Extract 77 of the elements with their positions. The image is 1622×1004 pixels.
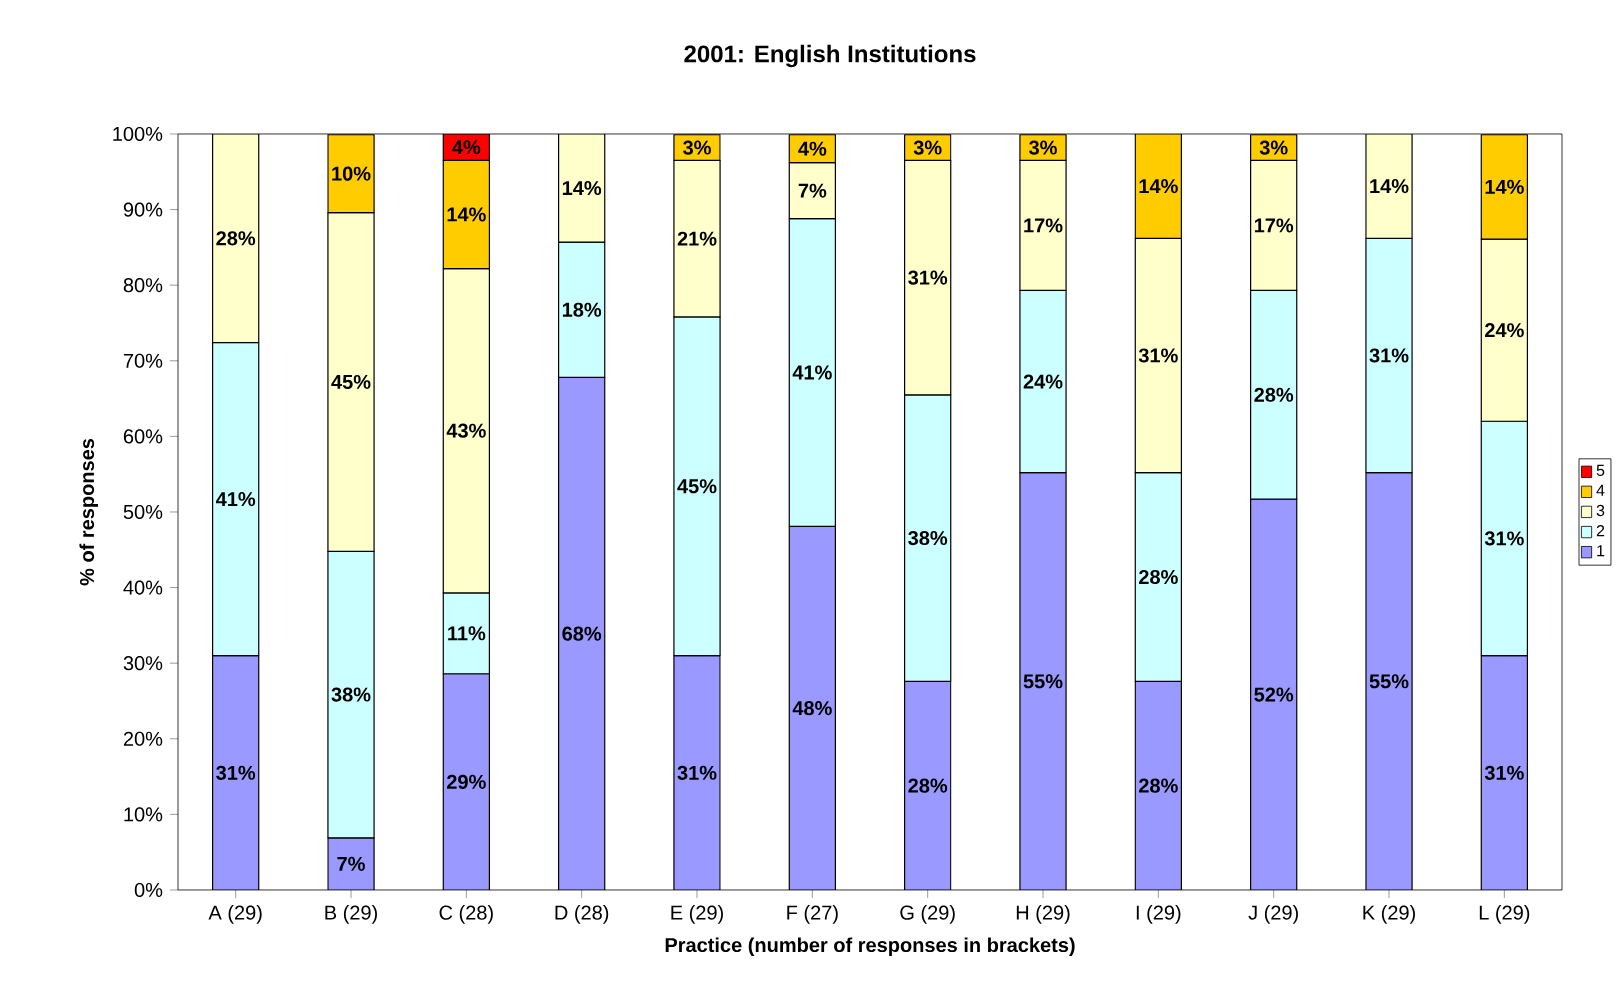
legend-label: 5 — [1596, 464, 1605, 476]
data-label: 31% — [1138, 348, 1178, 363]
x-tick-label: L (29) — [1479, 905, 1530, 924]
data-label: 18% — [562, 302, 602, 317]
x-tick-label: G (29) — [900, 905, 955, 924]
data-label: 4% — [798, 141, 827, 156]
x-tick-label: B (29) — [325, 905, 377, 924]
data-label: 31% — [677, 765, 717, 780]
data-label: 3% — [1259, 140, 1288, 155]
x-axis-title: Practice (number of responses in brackets) — [665, 937, 1075, 957]
data-label: 17% — [1024, 218, 1063, 233]
legend-label: 1 — [1597, 545, 1605, 557]
data-label: 28% — [1139, 569, 1178, 585]
y-tick-label: 90% — [123, 202, 163, 217]
data-label: 14% — [447, 207, 486, 222]
data-label: 41% — [792, 365, 832, 380]
x-tick-label: K (29) — [1363, 905, 1415, 924]
data-label: 7% — [337, 856, 365, 871]
y-axis-title: % of responses — [79, 438, 99, 586]
data-label: 68% — [562, 626, 602, 641]
data-label: 38% — [331, 687, 371, 702]
data-label: 31% — [1369, 348, 1409, 363]
data-label: 28% — [908, 778, 948, 793]
data-label: 31% — [908, 270, 948, 285]
y-tick-label: 20% — [123, 731, 163, 746]
data-label: 43% — [446, 423, 486, 438]
data-label: 7% — [798, 183, 827, 198]
data-label: 14% — [1485, 179, 1524, 194]
data-label: 48% — [792, 701, 832, 716]
data-label: 24% — [1023, 374, 1063, 389]
legend-label: 2 — [1596, 524, 1605, 537]
data-label: 41% — [215, 492, 256, 507]
data-label: 28% — [216, 231, 256, 246]
data-label: 31% — [1484, 765, 1524, 780]
data-label: 52% — [1254, 687, 1294, 702]
data-label: 28% — [1139, 778, 1178, 793]
data-label: 14% — [562, 180, 602, 196]
data-label: 29% — [447, 774, 486, 789]
y-tick-label: 50% — [123, 504, 163, 520]
data-label: 21% — [677, 231, 717, 246]
data-label: 31% — [1484, 531, 1524, 546]
x-tick-label: F (27) — [787, 905, 838, 924]
data-label: 10% — [332, 166, 371, 181]
x-tick-label: C (28) — [439, 905, 493, 924]
data-label: 55% — [1369, 674, 1409, 689]
y-tick-label: 60% — [123, 429, 163, 444]
y-tick-label: 70% — [123, 353, 163, 368]
data-label: 3% — [683, 140, 711, 155]
x-tick-label: H (29) — [1016, 905, 1070, 924]
data-label: 14% — [1370, 179, 1409, 194]
legend-label: 4 — [1596, 484, 1605, 496]
data-label: 31% — [216, 765, 256, 780]
y-tick-label: 80% — [123, 278, 163, 293]
data-label: 55% — [1023, 674, 1063, 689]
x-tick-label: I (29) — [1136, 905, 1181, 924]
data-label: 28% — [1254, 387, 1294, 402]
x-tick-label: E (29) — [671, 905, 723, 924]
data-label: 3% — [1029, 140, 1057, 155]
y-tick-label: 30% — [123, 656, 163, 671]
chart-title: 2001: English Institutions — [684, 44, 976, 68]
x-tick-label: A (29) — [208, 905, 262, 924]
x-tick-label: J (29) — [1248, 905, 1298, 924]
data-label: 3% — [913, 140, 942, 155]
data-label: 14% — [1139, 179, 1178, 194]
y-tick-label: 100% — [113, 126, 163, 142]
y-tick-label: 0% — [134, 882, 163, 898]
data-label: 24% — [1485, 323, 1524, 338]
data-label: 4% — [452, 140, 481, 155]
data-label: 38% — [908, 530, 948, 546]
data-label: 45% — [331, 374, 371, 389]
x-tick-label: D (28) — [555, 905, 609, 924]
legend-label: 3 — [1596, 504, 1605, 517]
data-label: 11% — [448, 626, 486, 641]
y-tick-label: 10% — [124, 807, 163, 822]
y-tick-label: 40% — [123, 580, 163, 595]
data-label: 17% — [1254, 218, 1294, 233]
data-label: 45% — [677, 479, 717, 494]
